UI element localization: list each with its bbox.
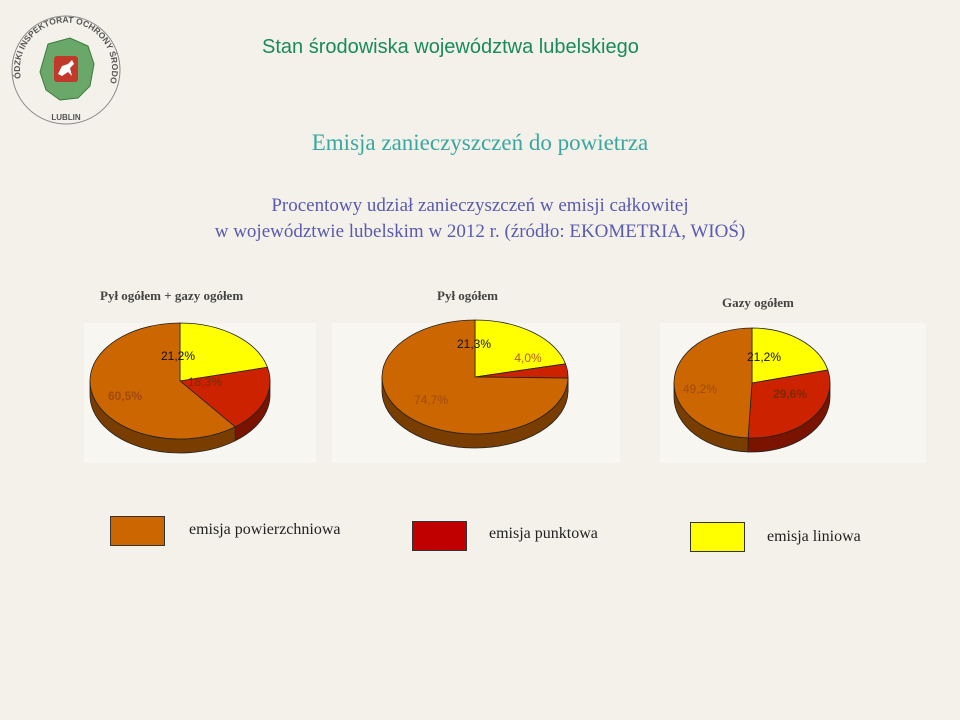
pie-slice-1-0: [89, 322, 236, 440]
pie-slice-2-1: [474, 319, 567, 378]
pie-chart-1: 60,5% 21,2% 18,3%: [89, 322, 271, 454]
pie-slice-1-2: [179, 366, 271, 428]
goat-figure: [58, 60, 74, 76]
main-title: Emisja zanieczyszczeń do powietrza: [311, 130, 649, 155]
pie-slice-3-1: [751, 327, 829, 384]
legend-swatch-surface: [110, 516, 165, 546]
pie-chart-2: 74,7% 21,3% 4,0%: [381, 319, 569, 449]
chart-title-3: Gazy ogółem: [722, 295, 794, 310]
pie-label-3-2: 29,6%: [773, 387, 807, 401]
pie-label-3-1: 21,2%: [747, 350, 781, 364]
pie-slice-1-1: [179, 322, 268, 382]
header-title: Stan środowiska województwa lubelskiego: [262, 36, 639, 58]
legend-label-linear: emisja liniowa: [767, 528, 861, 545]
wios-logo: WOJEWÓDZKI INSPEKTORAT OCHRONY ŚRODOWISK…: [8, 12, 121, 125]
subtitle-line-1: Procentowy udział zanieczyszczeń w emisj…: [271, 195, 689, 216]
pie-label-1-2: 18,3%: [188, 375, 222, 389]
pie-label-3-0: 49,2%: [683, 382, 717, 396]
pie-label-1-0: 60,5%: [108, 389, 142, 403]
legend-swatch-linear: [690, 522, 745, 552]
pie-chart-3: 49,2% 21,2% 29,6%: [673, 327, 831, 453]
legend-label-surface: emisja powierzchniowa: [189, 521, 341, 538]
pie-slice-2-0: [381, 319, 569, 435]
pie-slice-3-2: [747, 369, 831, 439]
legend-swatch-point: [412, 521, 467, 551]
pie-label-1-1: 21,2%: [161, 349, 195, 363]
pie-label-2-1: 21,3%: [457, 337, 491, 351]
legend-label-point: emisja punktowa: [489, 525, 598, 542]
pie-label-2-0: 74,7%: [414, 393, 448, 407]
chart-title-1: Pył ogółem + gazy ogółem: [100, 288, 244, 303]
chart-title-2: Pył ogółem: [437, 288, 499, 303]
subtitle-line-2: w województwie lubelskim w 2012 r. (źród…: [214, 221, 746, 242]
pie-label-2-2: 4,0%: [514, 351, 542, 365]
logo-city-text: LUBLIN: [51, 113, 81, 122]
pie-slice-3-0: [673, 327, 753, 439]
